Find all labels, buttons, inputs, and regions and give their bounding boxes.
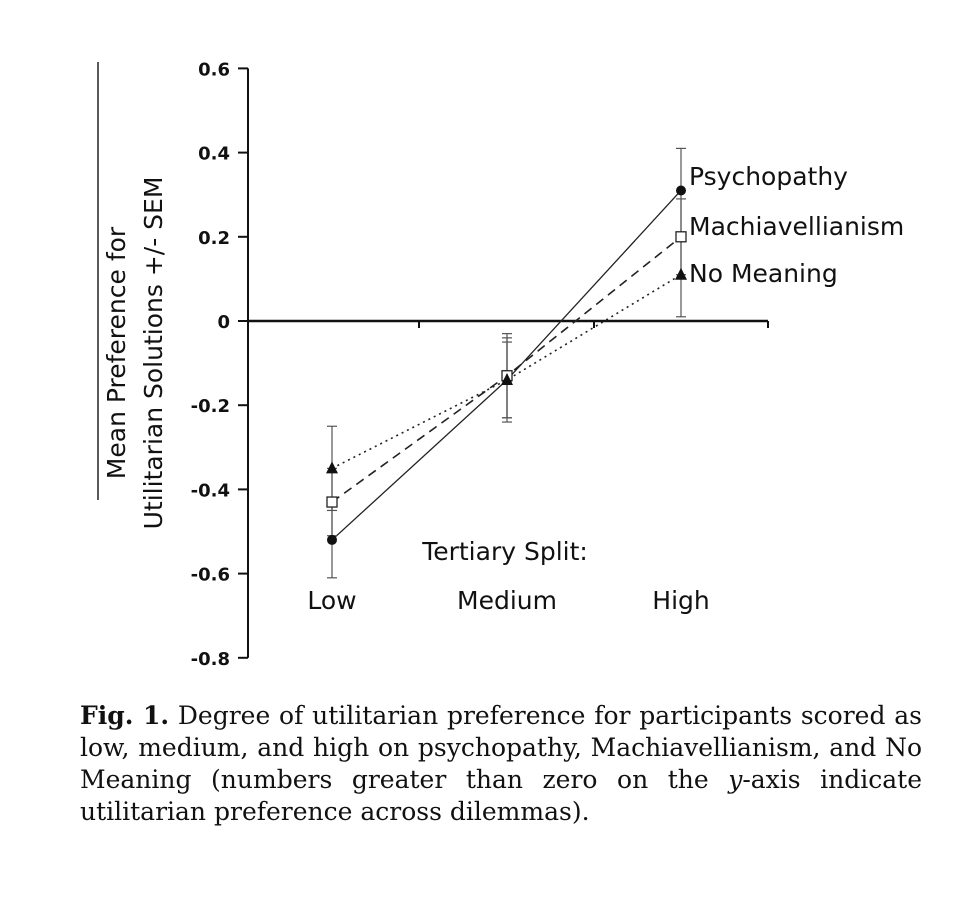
x-axis-title: Tertiary Split: [421,537,588,566]
series-line-no-meaning [331,274,682,470]
y-axis-label-line2: Utilitarian Solutions +/- SEM [139,177,168,530]
data-point-machiavellianism [326,496,338,508]
y-tick-label: -0.8 [191,649,230,670]
y-axis: 0.6 0.4 0.2 0 -0.2 -0.4 -0.6 -0.8 [191,59,249,670]
category-label: Medium [457,586,557,615]
series-label: Machiavellianism [689,212,904,241]
y-tick-label: 0.2 [198,228,230,249]
caption-y-italic: y [728,765,743,794]
category-label: High [652,586,709,615]
data-point-no-meaning [326,461,338,474]
y-tick-label: -0.4 [191,480,230,501]
x-axis [248,319,769,328]
caption-text-part2: -axis indicate utilitarian preference ac… [80,765,922,826]
y-tick-label: 0.6 [198,59,230,80]
category-labels: Low Medium High [307,586,709,615]
caption-text-part1: Degree of utilitarian preference for par… [80,701,922,794]
y-tick-label: 0.4 [198,144,230,165]
series-labels: Psychopathy Machiavellianism No Meaning [689,162,904,288]
series-label: No Meaning [689,259,838,288]
y-tick-label: -0.2 [191,396,230,417]
y-tick-label: -0.6 [191,565,230,586]
markers [326,185,687,545]
data-point-machiavellianism [675,231,687,243]
caption-label: Fig. 1. [80,701,170,730]
category-label: Low [307,586,356,615]
chart: 0.6 0.4 0.2 0 -0.2 -0.4 -0.6 -0.8 Mean Preferen… [97,59,904,670]
figure-caption: Fig. 1. Degree of utilitarian preference… [80,700,922,828]
data-point-psychopathy [676,185,686,196]
series-label: Psychopathy [689,162,848,191]
y-tick-label: 0 [217,312,230,333]
y-axis-label-line1: Mean Preference for [102,226,131,479]
data-point-no-meaning [501,372,513,385]
data-point-psychopathy [327,534,337,545]
data-point-no-meaning [675,267,687,280]
error-bars [327,147,686,579]
